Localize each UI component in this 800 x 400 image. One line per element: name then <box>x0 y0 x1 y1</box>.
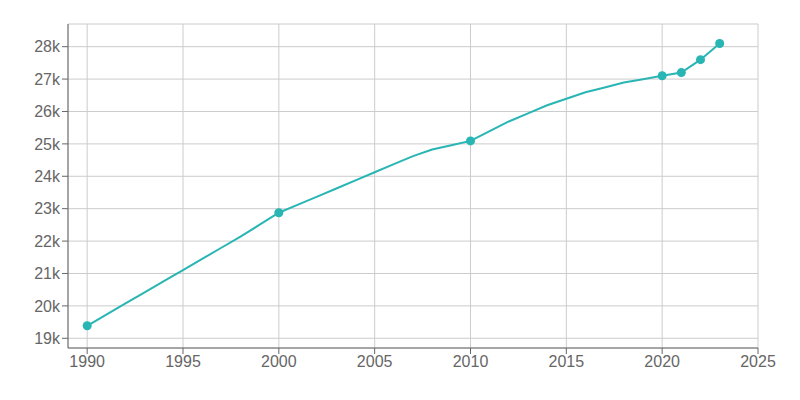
svg-text:21k: 21k <box>34 265 61 282</box>
svg-text:22k: 22k <box>34 233 61 250</box>
svg-text:1990: 1990 <box>69 353 105 370</box>
svg-text:19k: 19k <box>34 330 61 347</box>
svg-text:2015: 2015 <box>549 353 585 370</box>
svg-text:1995: 1995 <box>165 353 201 370</box>
svg-text:2020: 2020 <box>644 353 680 370</box>
svg-text:27k: 27k <box>34 71 61 88</box>
svg-text:2025: 2025 <box>740 353 776 370</box>
svg-text:20k: 20k <box>34 298 61 315</box>
svg-text:2000: 2000 <box>261 353 297 370</box>
svg-text:26k: 26k <box>34 103 61 120</box>
svg-text:2010: 2010 <box>453 353 489 370</box>
svg-text:25k: 25k <box>34 136 61 153</box>
svg-text:2005: 2005 <box>357 353 393 370</box>
svg-text:23k: 23k <box>34 200 61 217</box>
svg-text:28k: 28k <box>34 38 61 55</box>
svg-text:24k: 24k <box>34 168 61 185</box>
